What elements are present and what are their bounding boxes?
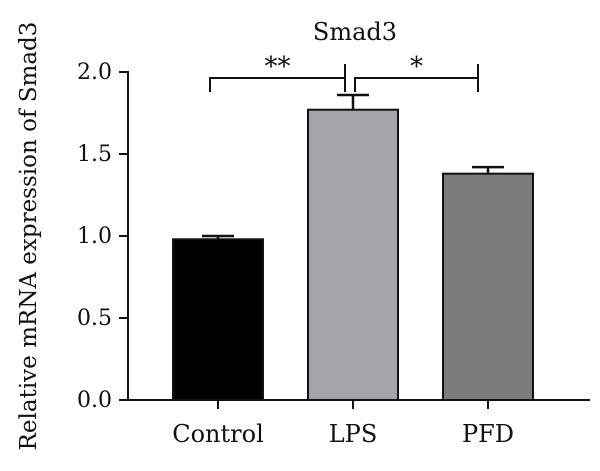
bar-control [172, 238, 264, 401]
y-tick-label-1: 0.5 [77, 306, 112, 331]
bar-pfd [442, 172, 534, 401]
significance-label-0: ** [265, 52, 291, 82]
y-tick-label-4: 2.0 [77, 60, 112, 85]
chart-title: Smad3 [313, 18, 397, 46]
y-axis-label: Relative mRNA expression of Smad3 [16, 22, 42, 451]
significance-label-1: * [410, 52, 423, 82]
significance-bracket-1 [354, 77, 479, 92]
x-tick-label-control: Control [172, 420, 264, 448]
y-tick-label-0: 0.0 [77, 388, 112, 413]
x-tick-label-pfd: PFD [462, 420, 514, 448]
y-tick-label-3: 1.5 [77, 142, 112, 167]
significance-bracket-0 [209, 77, 346, 92]
bar-lps [307, 108, 399, 401]
x-tick-label-lps: LPS [329, 420, 378, 448]
y-tick-label-2: 1.0 [77, 224, 112, 249]
